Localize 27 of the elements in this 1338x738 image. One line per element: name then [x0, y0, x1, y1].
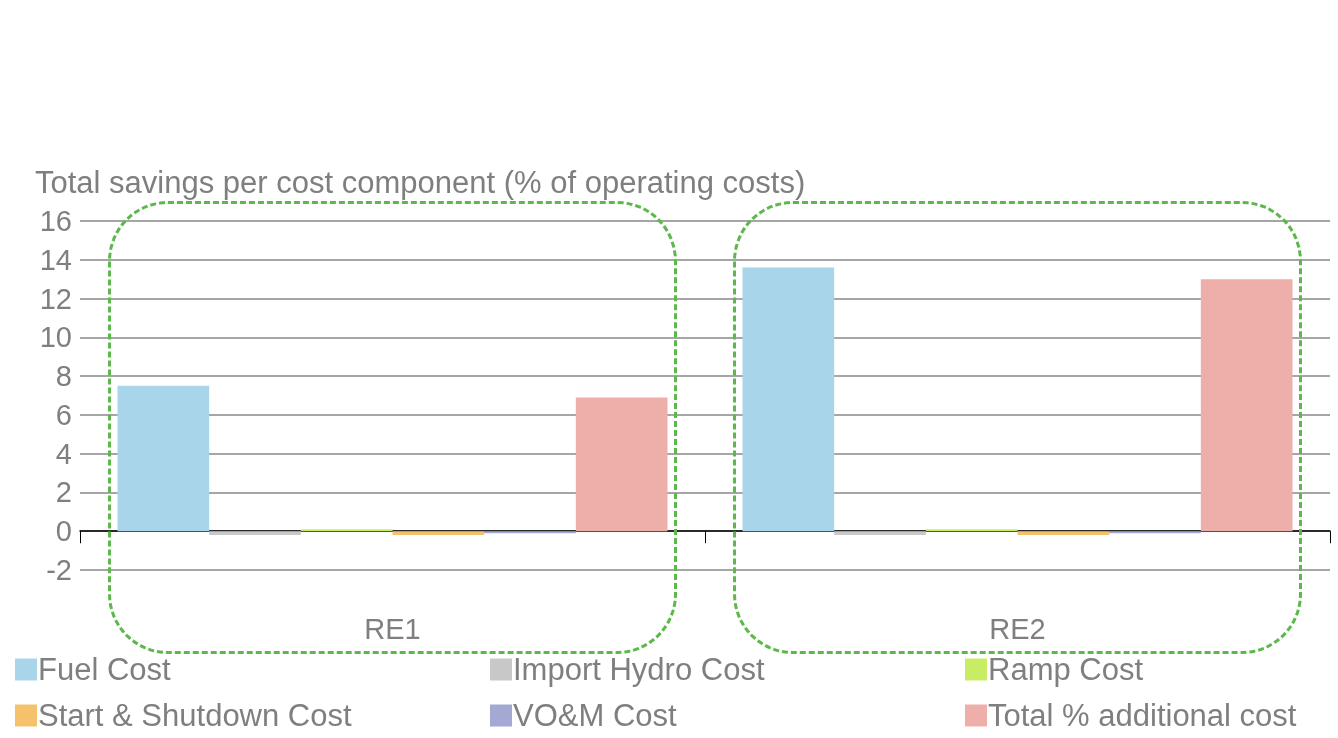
y-tick-label: 0 — [55, 515, 72, 548]
legend-label: Total % additional cost — [988, 698, 1297, 733]
x-tick-label: RE1 — [364, 612, 421, 645]
y-tick-label: -2 — [46, 554, 72, 586]
bar — [1017, 531, 1110, 536]
y-axis-title: Total savings per cost component (% of operating costs) — [35, 164, 806, 200]
y-tick-label: 4 — [55, 437, 72, 470]
legend-label: VO&M Cost — [513, 698, 678, 733]
legend-label: Fuel Cost — [38, 652, 172, 687]
bar — [1200, 279, 1293, 532]
bar — [742, 267, 835, 532]
bar — [392, 531, 485, 536]
y-tick-label: 14 — [39, 243, 72, 276]
y-tick-label: 2 — [55, 476, 72, 509]
bar — [575, 397, 668, 532]
y-tick-label: 10 — [39, 321, 72, 354]
legend-label: Import Hydro Cost — [513, 652, 765, 687]
legend-label: Ramp Cost — [988, 652, 1144, 687]
y-tick-label: 12 — [39, 282, 72, 315]
y-tick-label: 16 — [39, 205, 72, 237]
bar — [117, 385, 210, 532]
x-tick-label: RE2 — [989, 612, 1046, 645]
legend-label: Start & Shutdown Cost — [38, 698, 352, 733]
bar — [834, 531, 926, 536]
y-tick-label: 8 — [55, 360, 72, 393]
bar — [209, 531, 301, 536]
y-tick-label: 6 — [55, 398, 72, 431]
